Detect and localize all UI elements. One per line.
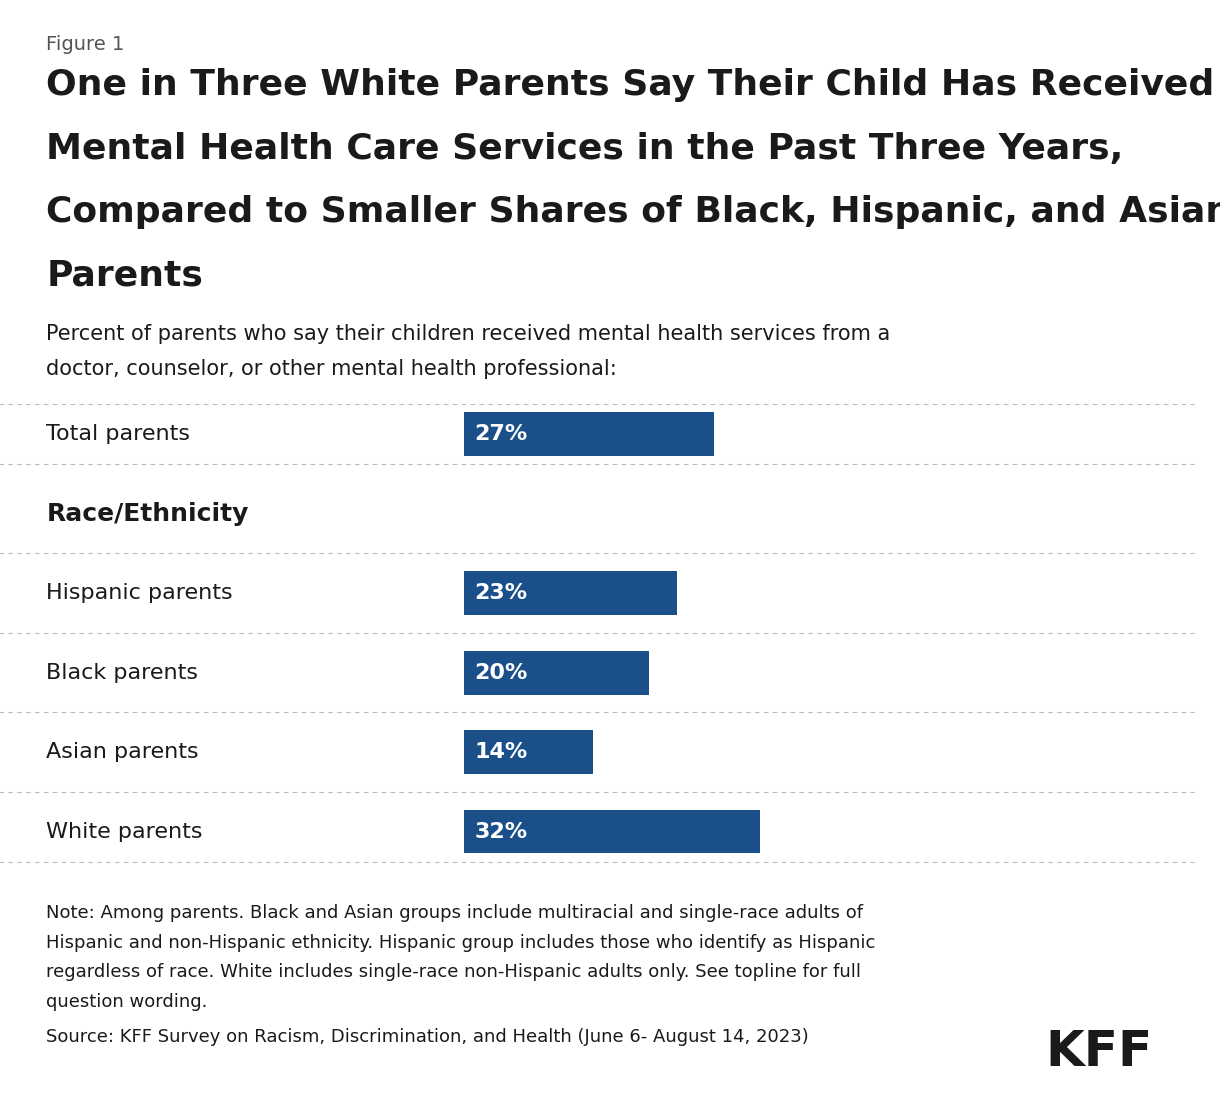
Text: Figure 1: Figure 1 xyxy=(46,35,124,54)
Bar xyxy=(464,730,593,774)
Text: Asian parents: Asian parents xyxy=(46,742,199,762)
Text: Source: KFF Survey on Racism, Discrimination, and Health (June 6- August 14, 202: Source: KFF Survey on Racism, Discrimina… xyxy=(46,1028,809,1046)
Bar xyxy=(464,651,649,695)
Text: regardless of race. White includes single-race non-Hispanic adults only. See top: regardless of race. White includes singl… xyxy=(46,963,861,981)
Bar xyxy=(464,810,760,854)
Text: 27%: 27% xyxy=(475,424,528,444)
Text: 20%: 20% xyxy=(475,663,528,683)
Text: KFF: KFF xyxy=(1046,1028,1153,1076)
Text: Note: Among parents. Black and Asian groups include multiracial and single-race : Note: Among parents. Black and Asian gro… xyxy=(46,904,864,922)
Bar xyxy=(464,412,714,456)
Text: 32%: 32% xyxy=(475,822,528,842)
Text: Hispanic and non-Hispanic ethnicity. Hispanic group includes those who identify : Hispanic and non-Hispanic ethnicity. His… xyxy=(46,934,876,951)
Text: Total parents: Total parents xyxy=(46,424,190,444)
Text: White parents: White parents xyxy=(46,822,203,842)
Text: Hispanic parents: Hispanic parents xyxy=(46,583,233,603)
Text: question wording.: question wording. xyxy=(46,993,207,1011)
Text: Percent of parents who say their children received mental health services from a: Percent of parents who say their childre… xyxy=(46,324,891,344)
Text: doctor, counselor, or other mental health professional:: doctor, counselor, or other mental healt… xyxy=(46,359,617,379)
Text: Parents: Parents xyxy=(46,259,204,293)
Text: Black parents: Black parents xyxy=(46,663,199,683)
Text: 23%: 23% xyxy=(475,583,528,603)
Text: Race/Ethnicity: Race/Ethnicity xyxy=(46,502,249,526)
Text: One in Three White Parents Say Their Child Has Received: One in Three White Parents Say Their Chi… xyxy=(46,68,1215,102)
Text: Compared to Smaller Shares of Black, Hispanic, and Asian: Compared to Smaller Shares of Black, His… xyxy=(46,195,1220,229)
Text: Mental Health Care Services in the Past Three Years,: Mental Health Care Services in the Past … xyxy=(46,132,1124,165)
Bar xyxy=(464,571,677,615)
Text: 14%: 14% xyxy=(475,742,528,762)
